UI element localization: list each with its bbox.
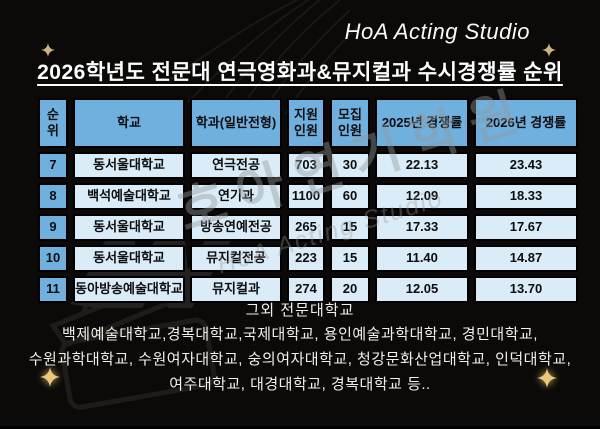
rank-cell: 9 (38, 214, 68, 241)
sparkle-icon (537, 368, 557, 388)
school-cell: 동서울대학교 (73, 152, 185, 179)
header-dept: 학과(일반전형) (190, 98, 282, 148)
dept-cell: 뮤지컬전공 (190, 245, 282, 272)
dept-cell: 연극전공 (190, 152, 282, 179)
quota-cell: 20 (330, 276, 370, 303)
applicants-cell: 1100 (287, 183, 325, 210)
footer-section: 그외 전문대학교 백제예술대학교,경복대학교,국제대학교, 용인예술과학대학교,… (0, 300, 600, 397)
applicants-cell: 274 (287, 276, 325, 303)
dept-cell: 뮤지컬과 (190, 276, 282, 303)
rate-2025-cell: 22.13 (375, 152, 469, 179)
header-quota: 모집 인원 (330, 98, 370, 148)
sparkle-icon (41, 43, 55, 57)
applicants-cell: 703 (287, 152, 325, 179)
rate-2025-cell: 17.33 (375, 214, 469, 241)
rank-cell: 7 (38, 152, 68, 179)
rate-2025-cell: 12.05 (375, 276, 469, 303)
footer-heading: 그외 전문대학교 (245, 302, 355, 319)
rate-2026-cell: 14.87 (474, 245, 578, 272)
school-cell: 동서울대학교 (73, 245, 185, 272)
rate-2026-cell: 17.67 (474, 214, 578, 241)
school-cell: 동서울대학교 (73, 214, 185, 241)
brand-text: HoA Acting Studio (344, 19, 530, 44)
sparkle-icon (40, 367, 60, 387)
dept-cell: 연기과 (190, 183, 282, 210)
quota-cell: 15 (330, 214, 370, 241)
applicants-cell: 265 (287, 214, 325, 241)
page-title: 2026학년도 전문대 연극영화과&뮤지컬과 수시경쟁률 순위 (37, 61, 563, 84)
footer-line: 여주대학교, 대경대학교, 경복대학교 등.. (169, 376, 431, 393)
rank-cell: 8 (38, 183, 68, 210)
header-rank: 순 위 (38, 98, 68, 148)
header-rate-2025: 2025년 경쟁률 (375, 98, 469, 148)
school-cell: 동아방송예술대학교 (73, 276, 185, 303)
header-applicants: 지원 인원 (287, 98, 325, 148)
footer-line: 백제예술대학교,경복대학교,국제대학교, 용인예술과학대학교, 경민대학교, (62, 326, 538, 343)
rank-cell: 10 (38, 245, 68, 272)
school-cell: 백석예술대학교 (73, 183, 185, 210)
rate-2026-cell: 23.43 (474, 152, 578, 179)
quota-cell: 15 (330, 245, 370, 272)
applicants-cell: 223 (287, 245, 325, 272)
competition-rate-table: 순 위 학교 학과(일반전형) 지원 인원 모집 인원 2025년 경쟁률 20… (38, 98, 578, 303)
header-school: 학교 (73, 98, 185, 148)
rate-2026-cell: 13.70 (474, 276, 578, 303)
quota-cell: 30 (330, 152, 370, 179)
quota-cell: 60 (330, 183, 370, 210)
rate-2025-cell: 11.40 (375, 245, 469, 272)
sparkle-icon (542, 43, 556, 57)
rate-2026-cell: 18.33 (474, 183, 578, 210)
header-rate-2026: 2026년 경쟁률 (474, 98, 578, 148)
footer-line: 수원과학대학교, 수원여자대학교, 숭의여자대학교, 청강문화산업대학교, 인덕… (28, 351, 572, 368)
dept-cell: 방송연예전공 (190, 214, 282, 241)
rate-2025-cell: 12.09 (375, 183, 469, 210)
rank-cell: 11 (38, 276, 68, 303)
